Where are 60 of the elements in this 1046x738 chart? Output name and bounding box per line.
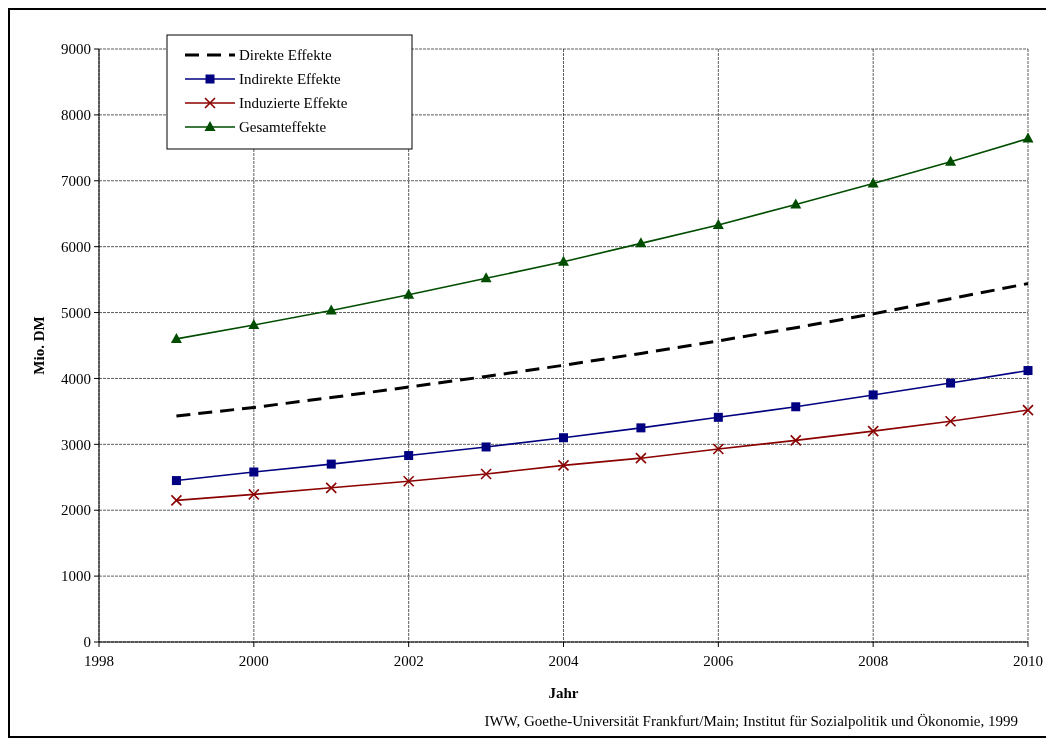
point xyxy=(636,423,646,433)
line-series xyxy=(174,282,1030,418)
x-axis-title: Jahr xyxy=(548,685,579,701)
point xyxy=(325,304,337,315)
point xyxy=(557,459,570,472)
point xyxy=(170,494,183,507)
x-tick-label: 1998 xyxy=(84,653,114,669)
point xyxy=(713,412,723,422)
point xyxy=(1022,404,1034,416)
point xyxy=(171,476,181,486)
legend-label: Direkte Effekte xyxy=(239,47,332,64)
legend-label: Gesamteffekte xyxy=(239,119,327,136)
point xyxy=(791,402,801,412)
legend-label: Induzierte Effekte xyxy=(239,95,348,112)
point xyxy=(944,415,957,428)
y-tick-label: 7000 xyxy=(61,173,91,190)
point xyxy=(635,237,647,248)
point xyxy=(867,425,879,437)
point xyxy=(480,272,492,283)
point xyxy=(248,319,260,330)
point xyxy=(481,442,491,452)
x-tick-label: 2010 xyxy=(1013,653,1043,669)
point xyxy=(868,390,878,400)
point xyxy=(559,433,568,443)
point xyxy=(248,488,260,501)
point xyxy=(1023,366,1033,376)
point xyxy=(789,434,802,447)
y-tick-label: 3000 xyxy=(61,436,91,453)
y-tick-label: 0 xyxy=(83,634,91,651)
legend-label: Indirekte Effekte xyxy=(239,71,342,88)
x-tick-label: 2008 xyxy=(858,653,889,669)
point xyxy=(170,332,182,343)
point xyxy=(945,155,957,166)
point xyxy=(249,467,259,477)
y-tick-label: 2000 xyxy=(61,502,91,519)
point xyxy=(867,177,879,188)
point xyxy=(712,218,724,229)
point xyxy=(326,459,336,469)
x-tick-label: 2002 xyxy=(393,653,424,669)
point xyxy=(712,443,725,455)
x-tick-label: 2004 xyxy=(548,653,579,669)
y-tick-label: 4000 xyxy=(61,370,91,387)
point xyxy=(404,451,414,461)
y-tick-label: 1000 xyxy=(61,568,91,585)
x-tick-label: 2006 xyxy=(703,653,734,669)
point xyxy=(946,378,956,388)
point xyxy=(402,475,415,488)
x-tick-label: 2000 xyxy=(238,653,269,669)
point xyxy=(1022,132,1034,143)
y-axis-title: Mio. DM xyxy=(31,316,47,375)
point xyxy=(635,452,647,464)
y-tick-label: 8000 xyxy=(61,107,91,124)
point xyxy=(558,255,569,266)
point xyxy=(325,482,338,494)
text: IWW, Goethe-Universität Frankfurt/Main; Institut für Sozialpolitik und Ökonomie, 1999 xyxy=(484,713,1018,729)
y-tick-label: 9000 xyxy=(61,41,91,58)
y-tick-label: 6000 xyxy=(61,238,91,255)
point xyxy=(480,468,492,480)
point xyxy=(403,288,415,299)
y-tick-label: 5000 xyxy=(61,304,91,321)
